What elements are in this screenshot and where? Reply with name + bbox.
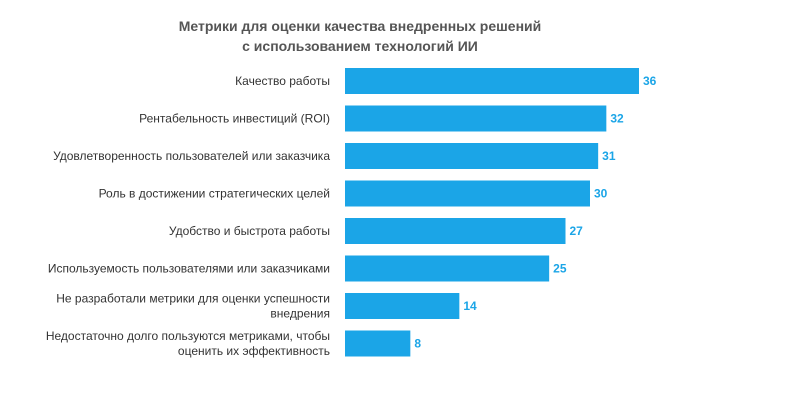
bar-2 <box>345 143 599 169</box>
category-label-4: Удобство и быстрота работы <box>169 224 330 238</box>
category-label-6-line-0: Не разработали метрики для оценки успешн… <box>56 292 330 306</box>
value-label-7: 8 <box>414 337 421 351</box>
category-label-2-line-0: Удовлетворенность пользователей или зака… <box>53 149 330 163</box>
category-label-4-line-0: Удобство и быстрота работы <box>169 224 330 238</box>
chart-title: Метрики для оценки качества внедренных р… <box>0 16 720 56</box>
category-label-5: Используемость пользователями или заказч… <box>48 262 330 276</box>
category-label-5-line-0: Используемость пользователями или заказч… <box>48 262 330 276</box>
chart-title-line-2: с использованием технологий ИИ <box>242 38 478 54</box>
category-label-0-line-0: Качество работы <box>235 74 330 88</box>
bar-6 <box>345 293 460 319</box>
value-label-1: 32 <box>610 112 624 126</box>
category-label-2: Удовлетворенность пользователей или зака… <box>53 149 330 163</box>
bar-7 <box>345 330 411 357</box>
category-label-3-line-0: Роль в достижении стратегических целей <box>99 187 330 201</box>
value-label-0: 36 <box>643 74 657 88</box>
bar-5 <box>345 255 550 282</box>
category-label-7-line-1: оценить их эффективность <box>178 344 330 358</box>
category-label-1: Рентабельность инвестиций (ROI) <box>139 112 330 126</box>
category-label-0: Качество работы <box>235 74 330 88</box>
category-label-3: Роль в достижении стратегических целей <box>99 187 330 201</box>
bar-3 <box>345 180 590 207</box>
value-label-6: 14 <box>463 299 477 313</box>
bar-0 <box>345 68 639 94</box>
category-label-1-line-0: Рентабельность инвестиций (ROI) <box>139 112 330 126</box>
bar-1 <box>345 105 607 132</box>
category-label-6-line-1: внедрения <box>270 307 330 321</box>
category-label-6: Не разработали метрики для оценки успешн… <box>56 292 330 321</box>
value-label-5: 25 <box>553 262 567 276</box>
value-label-4: 27 <box>570 224 584 238</box>
category-label-7-line-0: Недостаточно долго пользуются метриками,… <box>46 329 330 343</box>
value-label-3: 30 <box>594 187 608 201</box>
value-label-2: 31 <box>602 149 616 163</box>
category-label-7: Недостаточно долго пользуются метриками,… <box>46 329 330 358</box>
bar-4 <box>345 218 566 244</box>
chart-title-line-1: Метрики для оценки качества внедренных р… <box>178 18 542 34</box>
